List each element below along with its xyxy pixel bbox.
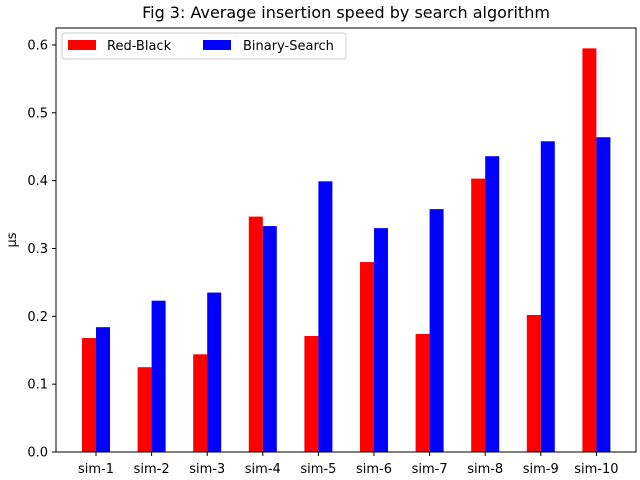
bar-red-black-sim-4 [248,216,263,452]
bar-red-black-sim-8 [471,178,486,452]
bar-red-black-sim-3 [193,354,208,452]
x-tick-label-sim-1: sim-1 [78,462,114,477]
x-tick-label-sim-3: sim-3 [189,462,225,477]
legend-swatch-binary-search [203,40,231,50]
y-tick-label: 0.1 [27,378,48,393]
x-tick-label-sim-9: sim-9 [523,462,559,477]
bar-binary-search-sim-8 [485,156,500,453]
bar-binary-search-sim-1 [96,327,110,452]
y-tick-label: 0.2 [27,310,48,325]
x-tick-label-sim-2: sim-2 [134,462,170,477]
bar-red-black-sim-6 [360,262,374,452]
bar-binary-search-sim-9 [540,141,555,453]
y-tick-label: 0.0 [27,446,48,461]
x-tick-label-sim-8: sim-8 [467,462,503,477]
bar-red-black-sim-7 [415,333,430,452]
x-tick-label-sim-5: sim-5 [300,462,336,477]
legend: Red-Black Binary-Search [61,32,347,60]
x-tick-label-sim-10: sim-10 [574,462,618,477]
bars-group [82,48,611,453]
x-axis-ticks: sim-1 sim-2 sim-3 sim-4 sim-5 sim-6 sim-7 sim-8… [78,452,619,477]
y-axis-ticks: 0.0 0.1 0.2 0.3 0.4 0.5 0.6 [27,38,56,461]
bar-red-black-sim-1 [82,338,96,452]
chart-title: Fig 3: Average insertion speed by search… [142,3,550,22]
bar-red-black-sim-10 [582,48,597,453]
bar-red-black-sim-2 [137,367,152,452]
plot-frame [55,27,637,453]
bar-binary-search-sim-3 [207,292,222,452]
y-tick-label: 0.3 [27,242,48,257]
legend-label-red-black: Red-Black [107,39,172,54]
legend-label-binary-search: Binary-Search [243,39,334,54]
y-axis-label: μs [5,232,20,247]
y-tick-label: 0.5 [27,106,48,121]
bar-binary-search-sim-5 [318,181,333,452]
bar-red-black-sim-9 [526,314,541,452]
x-tick-label-sim-4: sim-4 [245,462,281,477]
bar-binary-search-sim-7 [429,209,444,452]
y-tick-label: 0.4 [27,174,48,189]
bar-binary-search-sim-6 [374,228,388,452]
x-tick-label-sim-7: sim-7 [412,462,448,477]
legend-swatch-red-black [68,40,96,50]
bar-binary-search-sim-2 [151,300,166,452]
x-tick-label-sim-6: sim-6 [356,462,392,477]
bar-red-black-sim-5 [304,335,319,452]
bar-binary-search-sim-4 [262,226,277,452]
y-tick-label: 0.6 [27,38,48,53]
bar-binary-search-sim-10 [596,137,611,452]
